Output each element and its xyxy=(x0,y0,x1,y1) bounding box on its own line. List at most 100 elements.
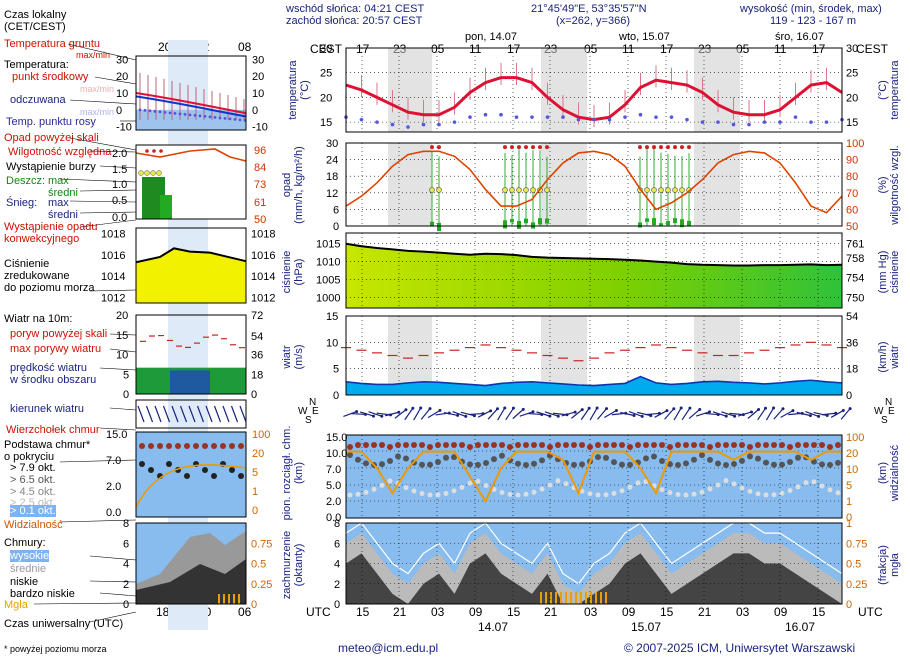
thumb-cloud-top-dot xyxy=(220,443,226,449)
cloud-base-dot xyxy=(491,456,497,462)
wind-arrow xyxy=(351,414,365,415)
rain-axis-label: opad xyxy=(281,173,293,197)
thumb-cover-tick: 0 xyxy=(123,599,129,611)
thumb-humidity-tick: 73 xyxy=(254,179,266,191)
convective-marker xyxy=(517,188,522,193)
thumb-cloud-top-dot xyxy=(238,443,244,449)
thumb-temp-tick-right: 0 xyxy=(252,105,258,117)
visibility-tick: 10 xyxy=(846,464,858,476)
bottom-tick-label: 03 xyxy=(431,605,445,619)
cloud-base-dot xyxy=(363,460,369,466)
bottom-tick-label: 15 xyxy=(812,605,826,619)
thumb-dew-dot xyxy=(154,110,157,113)
dew-point-dot xyxy=(716,120,720,124)
fog-bar xyxy=(605,592,607,604)
wind-arrow xyxy=(414,408,421,420)
wind-arrow xyxy=(498,408,505,420)
wind-arrow xyxy=(822,413,836,414)
thumb-wind-kmh-tick: 54 xyxy=(251,331,263,343)
bottom-tick-label: 15 xyxy=(356,605,370,619)
thumb-humidity-tick: 84 xyxy=(254,162,266,174)
wind-arrow-head xyxy=(532,410,535,413)
rain-mean-bar xyxy=(538,218,542,224)
cloud-top-dot xyxy=(411,442,417,448)
humidity-tick: 50 xyxy=(846,221,858,233)
cloud-low-dot xyxy=(428,492,433,497)
temp-tick-right: 20 xyxy=(846,92,858,104)
temp-tick: 25 xyxy=(320,68,332,80)
cloud-top-dot xyxy=(363,442,369,448)
storm-marker xyxy=(673,145,677,149)
cloud-low-dot xyxy=(356,492,361,497)
cloud-height-tick: 10.0 xyxy=(326,448,347,460)
cloud-base-dot xyxy=(835,460,841,466)
bottom-tick-label: 03 xyxy=(736,605,750,619)
cloud-low-dot xyxy=(508,492,513,497)
humidity-tick: 100 xyxy=(846,138,864,150)
thumb-cloud-top-dot xyxy=(157,443,163,449)
thumb-wind-arrow xyxy=(232,406,238,422)
thumb-rain-tick: 1.5 xyxy=(112,164,127,176)
fog-bar xyxy=(545,592,547,604)
rain-mean-bar xyxy=(652,218,656,225)
thumb-cloud-top-dot xyxy=(184,443,190,449)
cloud-low-dot xyxy=(780,491,785,496)
cloud-top-dot xyxy=(459,442,465,448)
cloud-base-dot xyxy=(643,455,649,461)
cest-label-right: CEST xyxy=(856,42,889,56)
meteogram: CESTCEST17230511172305111723051117200208… xyxy=(0,0,910,640)
wind-arrow-head xyxy=(503,406,506,409)
cloud-base-dot xyxy=(651,453,657,459)
cloud-top-dot xyxy=(403,442,409,448)
fog-tick: 0 xyxy=(846,599,852,611)
footnote: * powyżej poziomu morza xyxy=(4,643,107,655)
thumb-cloud-top-dot xyxy=(211,443,217,449)
fog-bar xyxy=(560,592,562,604)
thumb-storm xyxy=(152,149,156,153)
wind-arrow-head xyxy=(750,410,753,413)
dew-point-dot xyxy=(639,113,643,117)
legend-connector xyxy=(90,290,136,291)
wind-arrow xyxy=(513,409,523,418)
visibility-tick: 1 xyxy=(846,496,852,508)
dew-point-dot xyxy=(561,115,565,119)
convective-marker xyxy=(545,188,550,193)
cloud-low-dot xyxy=(812,479,817,484)
cloud-low-dot xyxy=(500,490,505,495)
contact-email[interactable]: meteo@icm.edu.pl xyxy=(338,642,438,654)
thumb-wind-tick: 10 xyxy=(116,350,128,362)
storm-marker xyxy=(659,145,663,149)
fog-bar xyxy=(580,592,582,604)
wind-arrow-head xyxy=(772,406,775,409)
cloud-low-dot xyxy=(404,485,409,490)
cloud-top-dot xyxy=(723,442,729,448)
dew-point-dot xyxy=(530,115,534,119)
cloud-base-dot xyxy=(763,460,769,466)
cloud-low-dot xyxy=(532,490,537,495)
thumb-vis-tick: 100 xyxy=(252,429,270,441)
cloud-axis-label: (km) xyxy=(293,462,305,484)
temp-axis-label-right: (°C) xyxy=(877,80,889,100)
dew-point-dot xyxy=(546,115,550,119)
cloud-low-dot xyxy=(700,490,705,495)
storm-marker xyxy=(645,145,649,149)
wind-arrow-head xyxy=(633,414,636,417)
cloud-low-dot xyxy=(484,483,489,488)
dew-point-dot xyxy=(654,115,658,119)
bottom-tick-label: 09 xyxy=(469,605,483,619)
thumb-dew-dot xyxy=(139,108,142,111)
bottom-tick-label: 03 xyxy=(584,605,598,619)
wind-arrow-head xyxy=(672,407,675,410)
cloud-top-dot xyxy=(587,444,593,450)
convective-marker xyxy=(645,188,650,193)
thumb-wind-arrow xyxy=(147,406,153,422)
cloud-low-dot xyxy=(660,487,665,492)
rain-mean-bar xyxy=(666,221,670,225)
cloud-top-dot xyxy=(507,444,513,450)
fog-bar xyxy=(595,592,597,604)
wind-kmh-tick: 0 xyxy=(846,390,852,402)
thumb-wind-tick: 15 xyxy=(116,330,128,342)
wind-arrow-head xyxy=(419,406,422,409)
thumb-temp-tick: 30 xyxy=(116,54,128,66)
legend-connector xyxy=(70,100,136,104)
